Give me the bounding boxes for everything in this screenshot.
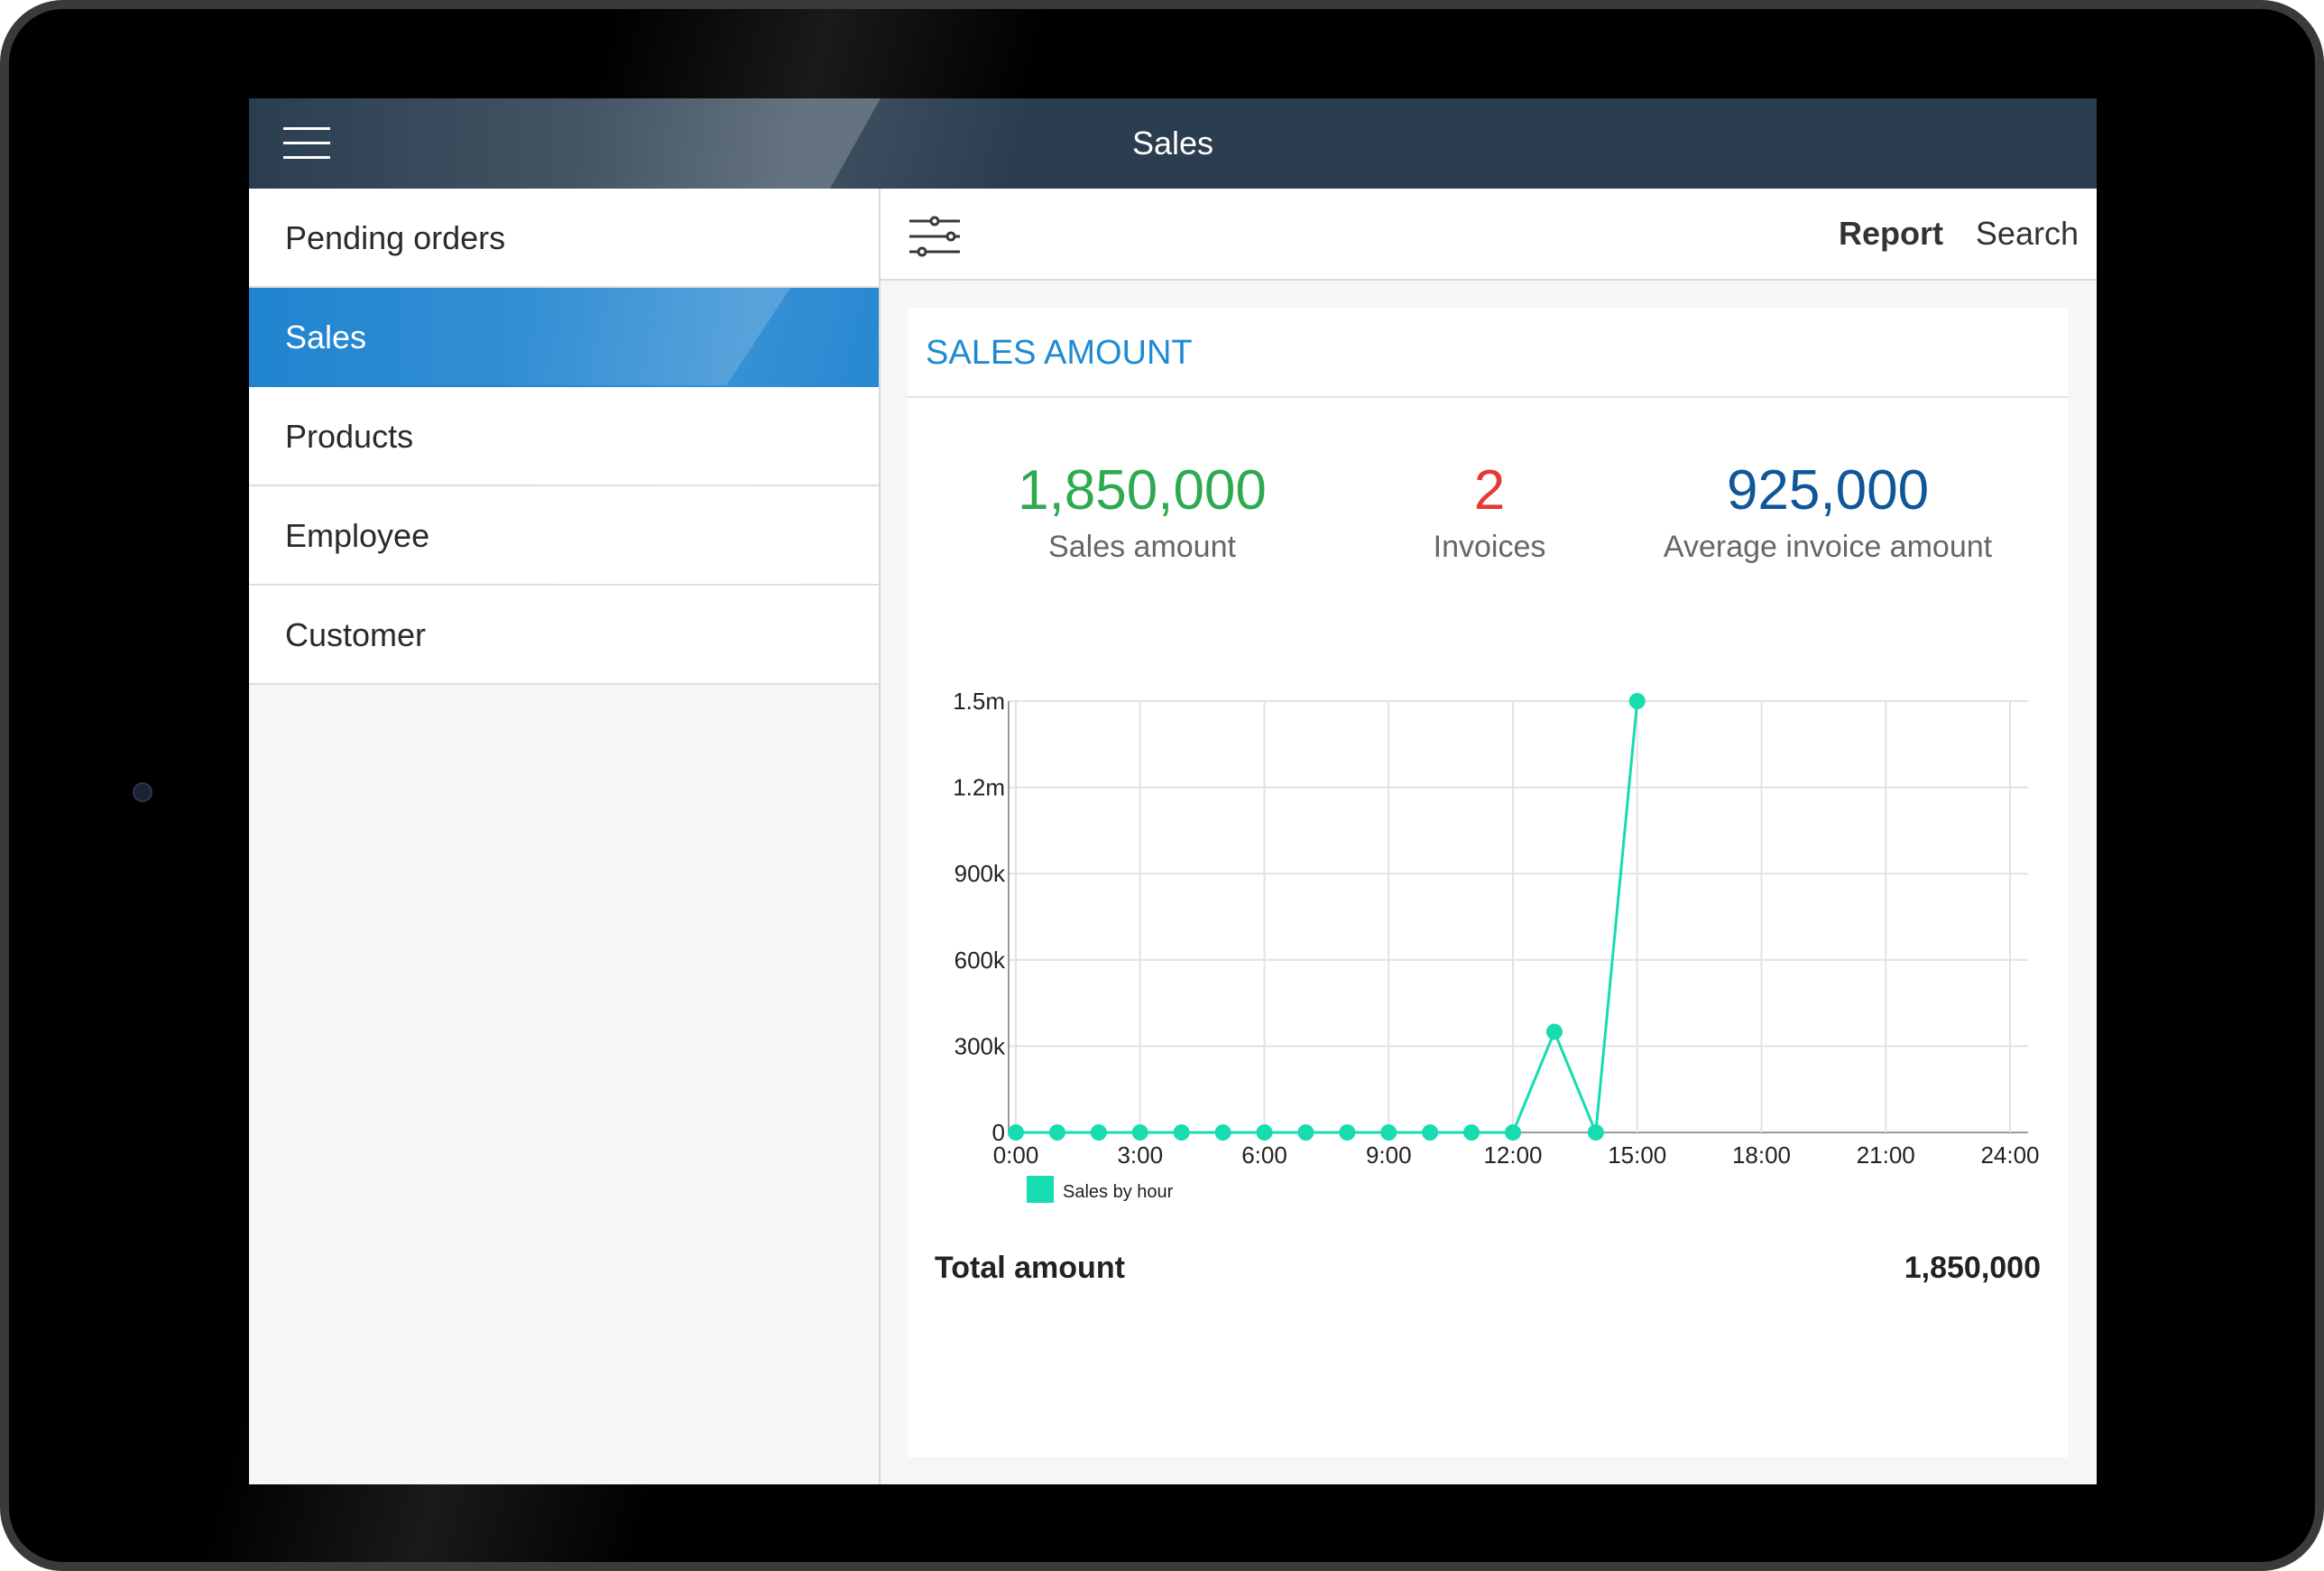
data-point — [1628, 693, 1646, 709]
y-tick-label: 1.2m — [953, 774, 1005, 801]
y-tick-label: 300k — [954, 1032, 1006, 1059]
x-tick-label: 3:00 — [1117, 1141, 1163, 1169]
data-point — [1422, 1124, 1439, 1141]
stat-average-invoice: 925,000 Average invoice amount — [1638, 459, 2017, 569]
data-point — [1505, 1124, 1521, 1141]
hamburger-menu-icon[interactable] — [283, 127, 334, 160]
stat-sales-amount: 1,850,000 Sales amount — [1007, 459, 1277, 569]
x-tick-label: 21:00 — [1857, 1141, 1915, 1169]
data-point — [1131, 1124, 1148, 1141]
x-tick-label: 18:00 — [1732, 1141, 1791, 1169]
sidebar-item-pending-orders[interactable]: Pending orders — [249, 189, 879, 288]
x-tick-label: 12:00 — [1483, 1141, 1542, 1169]
app-screen: Sales Pending orders Sales Products Empl… — [249, 98, 2097, 1484]
y-tick-label: 0 — [992, 1119, 1005, 1146]
app-bar: Sales — [249, 98, 2097, 189]
data-point — [1048, 1124, 1065, 1141]
x-tick-label: 0:00 — [993, 1141, 1039, 1169]
sidebar-item-label: Products — [285, 418, 414, 455]
data-point — [1380, 1124, 1397, 1141]
stat-caption: Invoices — [1433, 530, 1546, 564]
data-point — [1545, 1023, 1563, 1040]
total-amount-value: 1,850,000 — [1904, 1251, 2041, 1285]
stat-caption: Average invoice amount — [1663, 530, 1993, 564]
y-tick-label: 600k — [954, 947, 1006, 974]
stat-value: 925,000 — [1726, 459, 1930, 522]
sidebar-item-label: Sales — [285, 319, 367, 356]
main-content: Report Search SALES AMOUNT 1,850,000 Sal… — [881, 189, 2097, 1484]
stat-invoices: 2 Invoices — [1377, 459, 1602, 569]
legend-label: Sales by hour — [1063, 1182, 1174, 1202]
data-point — [1339, 1124, 1356, 1141]
x-tick-label: 6:00 — [1241, 1141, 1287, 1169]
sidebar-item-employee[interactable]: Employee — [249, 486, 879, 586]
x-tick-label: 15:00 — [1608, 1141, 1666, 1169]
data-point — [1090, 1124, 1107, 1141]
page-title: Sales — [1131, 125, 1214, 162]
data-point — [1463, 1124, 1480, 1141]
sidebar-item-products[interactable]: Products — [249, 387, 879, 486]
series-line — [1016, 700, 1639, 1134]
data-point — [1214, 1124, 1231, 1141]
x-tick-label: 9:00 — [1366, 1141, 1412, 1169]
x-tick-label: 24:00 — [1980, 1141, 2039, 1169]
sidebar-item-customer[interactable]: Customer — [249, 586, 879, 685]
sidebar-item-label: Employee — [285, 517, 430, 554]
search-tab[interactable]: Search — [1975, 215, 2079, 252]
data-point — [1297, 1124, 1314, 1141]
card-title: SALES AMOUNT — [908, 308, 2068, 398]
sidebar-item-sales[interactable]: Sales — [249, 288, 879, 387]
y-tick-label: 900k — [954, 860, 1006, 887]
filter-sliders-icon[interactable] — [908, 216, 962, 257]
data-point — [1256, 1124, 1273, 1141]
report-tab[interactable]: Report — [1839, 215, 1943, 252]
total-amount-label: Total amount — [935, 1251, 1125, 1285]
y-tick-label: 1.5m — [953, 688, 1005, 715]
sales-amount-card: SALES AMOUNT 1,850,000 Sales amount 2 In… — [908, 308, 2068, 1457]
data-point — [1587, 1124, 1604, 1141]
sales-by-hour-chart: 0 300k 600k 900k 1.2m 1.5m 0:00 3:00 6:00 9:00 12:… — [953, 688, 2040, 1203]
sidebar: Pending orders Sales Products Employee C… — [249, 189, 881, 1484]
data-point — [1173, 1124, 1190, 1141]
camera-lens — [133, 782, 152, 802]
stat-value: 2 — [1473, 459, 1506, 522]
sidebar-item-label: Pending orders — [285, 219, 506, 256]
data-point — [1008, 1124, 1024, 1141]
stat-caption: Sales amount — [1048, 530, 1236, 564]
stat-value: 1,850,000 — [1018, 459, 1267, 522]
toolbar: Report Search — [881, 189, 2097, 281]
legend-swatch — [1027, 1176, 1054, 1203]
sidebar-item-label: Customer — [285, 616, 427, 653]
